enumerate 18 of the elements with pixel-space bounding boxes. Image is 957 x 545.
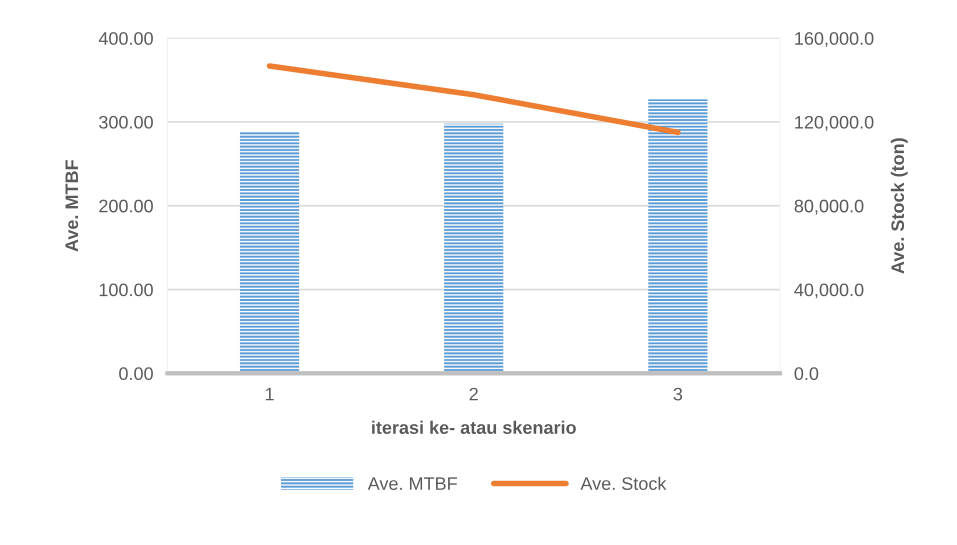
y2-tick-label: 0.0: [794, 367, 818, 380]
y2-tick-label: 160,000.0: [795, 32, 874, 48]
legend-label: Ave. MTBF: [368, 477, 457, 490]
y-axis-title: Ave. MTBF: [66, 160, 78, 252]
y-tick-label: 300.00: [99, 116, 153, 129]
y-tick-label: 100.00: [100, 283, 153, 296]
x-tick-label: 1: [266, 388, 274, 400]
legend-label: Ave. Stock: [580, 476, 666, 490]
y2-tick-label: 40,000.0: [794, 283, 864, 298]
y-tick-label: 200.00: [99, 200, 153, 212]
y2-axis-title: Ave. Stock (ton): [890, 138, 908, 274]
y-tick-label: 0.00: [119, 367, 153, 380]
y2-tick-label: 80,000.0: [794, 200, 864, 215]
x-tick-label: 3: [674, 388, 682, 400]
x-tick-label: 2: [470, 388, 478, 400]
x-axis-title: iterasi ke- atau skenario: [372, 420, 576, 434]
y-tick-label: 400.00: [98, 32, 153, 45]
y2-tick-label: 120,000.0: [795, 116, 874, 131]
